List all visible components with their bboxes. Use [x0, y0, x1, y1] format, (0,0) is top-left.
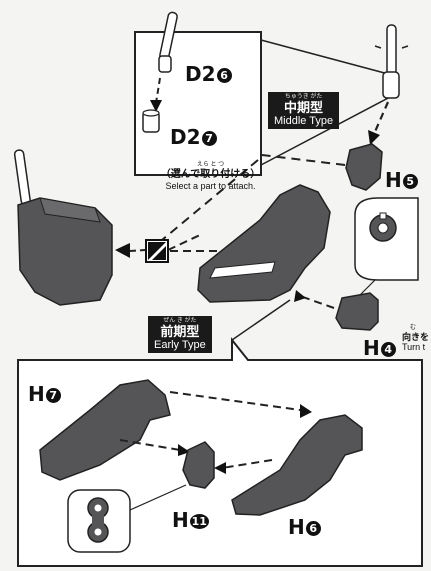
connector-ring-icon	[87, 497, 109, 543]
turn-note: む 向きを Turn t	[402, 325, 430, 353]
cap-d2-7	[142, 109, 160, 133]
part-h7	[39, 379, 171, 481]
antenna-d2-6	[158, 11, 178, 73]
label-d2-7: D2 7	[170, 125, 217, 149]
part-h11	[182, 441, 215, 489]
connector-detail-icon	[369, 212, 397, 242]
select-part-caption: えら と つ （選んで取り付ける） Select a part to attac…	[160, 162, 261, 192]
label-h11: H 11	[172, 508, 209, 532]
body-assembly	[13, 149, 113, 306]
middle-type-badge: ちゅうき がた 中期型 Middle Type	[268, 92, 340, 129]
arm-part-center	[197, 184, 331, 303]
early-type-badge: ぜん き がた 前期型 Early Type	[148, 316, 212, 353]
part-h6	[231, 414, 363, 516]
antenna-right	[374, 24, 409, 99]
callout-line	[260, 39, 393, 76]
callout-line	[260, 95, 393, 166]
part-h5	[345, 143, 383, 191]
part-h4	[335, 292, 379, 331]
select-symbol	[145, 239, 169, 263]
label-d2-6: D2 6	[185, 62, 232, 86]
